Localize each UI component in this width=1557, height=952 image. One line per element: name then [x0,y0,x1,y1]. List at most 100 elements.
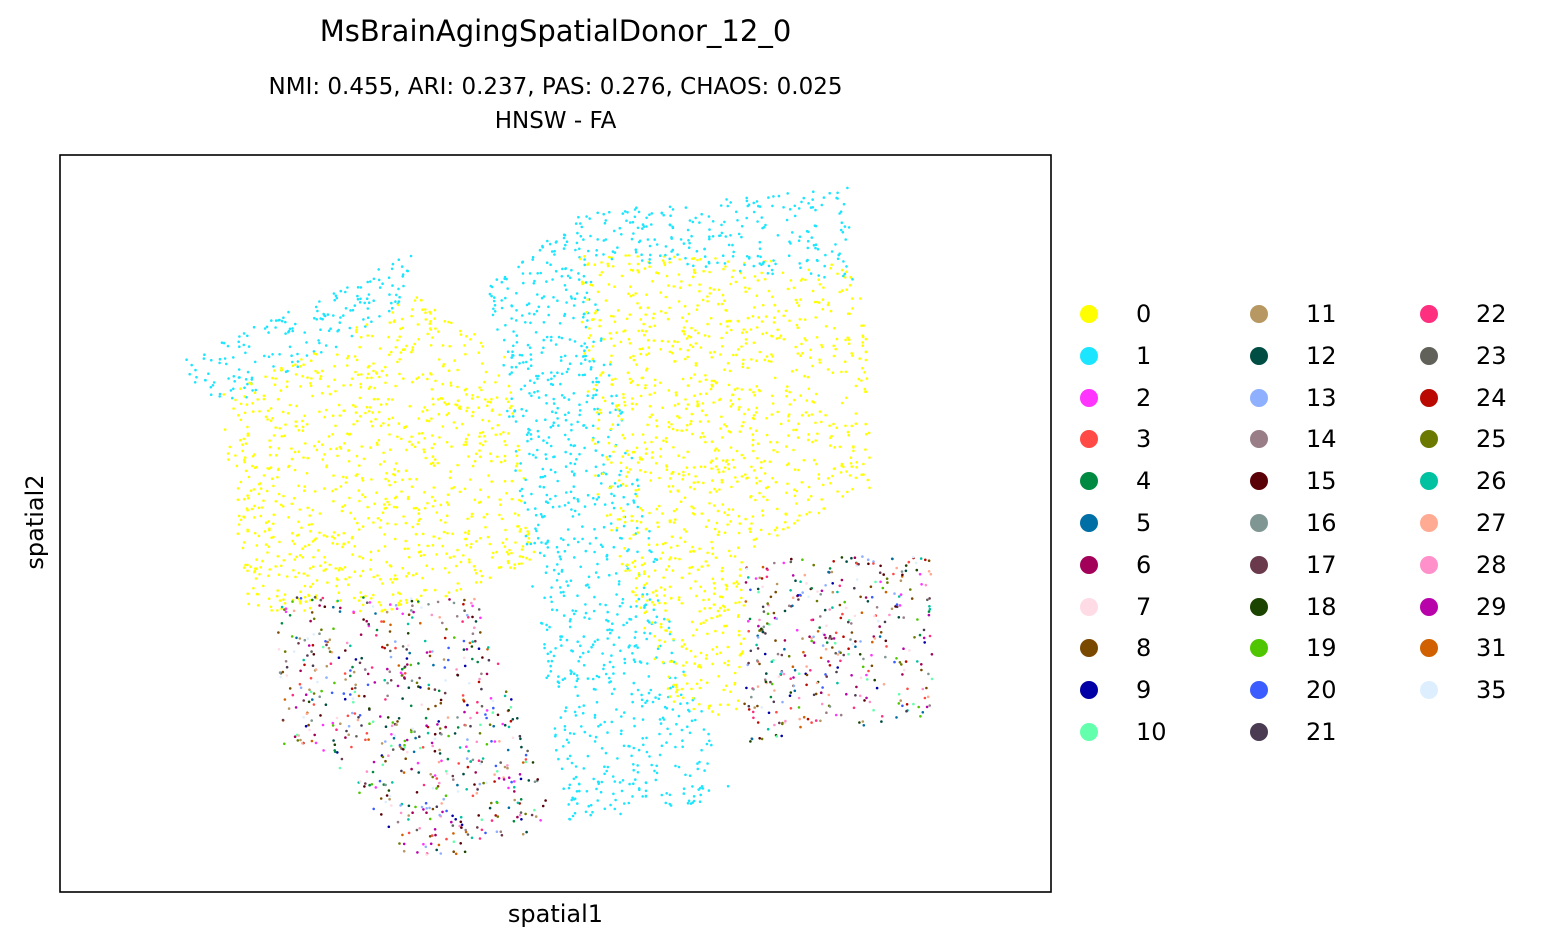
point-cluster-0 [751,515,755,518]
point-cluster-1 [706,762,709,765]
point-cluster-0 [464,352,467,356]
point-cluster-0 [391,416,395,420]
point-cluster-0 [413,342,417,346]
point-cluster-0 [691,432,694,436]
point-cluster-19 [810,639,813,643]
point-cluster-0 [603,399,607,403]
point-cluster-1 [536,536,540,540]
point-cluster-0 [456,463,459,467]
point-cluster-1 [625,621,629,625]
point-cluster-1 [571,649,574,653]
point-cluster-0 [668,350,672,354]
legend-label: 21 [1306,718,1337,746]
point-cluster-17 [500,833,504,837]
point-cluster-1 [559,537,563,540]
point-cluster-5 [412,750,416,754]
point-cluster-0 [668,261,671,264]
point-cluster-26 [507,725,511,729]
point-cluster-0 [704,378,708,382]
point-cluster-0 [807,387,811,391]
point-cluster-0 [796,326,800,330]
point-cluster-0 [737,397,741,401]
point-cluster-1 [584,603,587,606]
point-cluster-0 [690,687,693,691]
point-cluster-0 [699,651,703,655]
point-cluster-0 [473,568,477,572]
point-cluster-1 [556,299,559,303]
point-cluster-1 [579,222,582,225]
point-cluster-1 [745,254,749,258]
point-cluster-0 [425,419,429,422]
point-cluster-0 [690,419,693,423]
point-cluster-1 [543,646,546,650]
point-cluster-0 [438,436,441,439]
point-cluster-0 [241,546,245,550]
point-cluster-1 [558,322,562,325]
point-cluster-23 [355,735,358,738]
point-cluster-2 [489,697,493,700]
point-cluster-0 [612,450,615,454]
point-cluster-1 [618,536,622,540]
point-cluster-1 [632,658,636,661]
point-cluster-1 [342,314,345,317]
point-cluster-0 [357,489,361,492]
point-cluster-27 [498,740,501,743]
point-cluster-0 [721,293,725,297]
point-cluster-26 [487,646,490,649]
point-cluster-1 [845,265,848,268]
point-cluster-5 [338,610,342,613]
point-cluster-0 [408,404,412,408]
point-cluster-1 [645,225,648,228]
point-cluster-1 [582,424,586,427]
point-cluster-1 [583,349,586,353]
point-cluster-16 [318,632,321,635]
point-cluster-6 [901,673,904,676]
point-cluster-0 [450,445,453,448]
point-cluster-0 [626,449,629,453]
point-cluster-1 [618,781,622,784]
point-cluster-20 [299,597,303,600]
point-cluster-13 [389,655,393,659]
legend-item-1: 1 [1080,335,1151,377]
point-cluster-0 [733,555,737,558]
point-cluster-1 [556,406,559,410]
point-cluster-1 [518,489,522,493]
point-cluster-0 [663,594,666,597]
point-cluster-0 [631,379,634,383]
point-cluster-0 [477,406,481,410]
point-cluster-1 [589,367,593,371]
point-cluster-8 [431,807,435,811]
point-cluster-29 [497,777,501,780]
point-cluster-0 [673,340,676,343]
point-cluster-9 [519,777,523,781]
point-cluster-8 [850,631,854,634]
legend-label: 28 [1476,550,1507,579]
point-cluster-1 [593,503,597,506]
point-cluster-0 [610,427,613,431]
point-cluster-0 [473,498,477,502]
point-cluster-1 [305,341,308,344]
point-cluster-0 [276,475,279,479]
point-cluster-12 [438,752,442,755]
point-cluster-0 [484,398,487,401]
point-cluster-0 [594,309,598,313]
point-cluster-0 [478,431,482,435]
point-cluster-1 [534,507,537,510]
point-cluster-1 [604,751,608,755]
point-cluster-0 [223,428,227,431]
point-cluster-1 [798,262,801,265]
point-cluster-0 [344,577,347,581]
point-cluster-0 [653,384,657,387]
point-cluster-0 [376,443,379,447]
point-cluster-1 [558,555,562,558]
point-cluster-18 [387,789,391,792]
point-cluster-0 [752,341,756,345]
point-cluster-1 [573,556,576,559]
point-cluster-1 [735,210,738,214]
point-cluster-0 [716,609,720,613]
point-cluster-0 [637,572,641,575]
point-cluster-0 [239,518,243,522]
point-cluster-24 [443,636,447,640]
point-cluster-2 [834,713,838,717]
point-cluster-2 [920,583,923,586]
